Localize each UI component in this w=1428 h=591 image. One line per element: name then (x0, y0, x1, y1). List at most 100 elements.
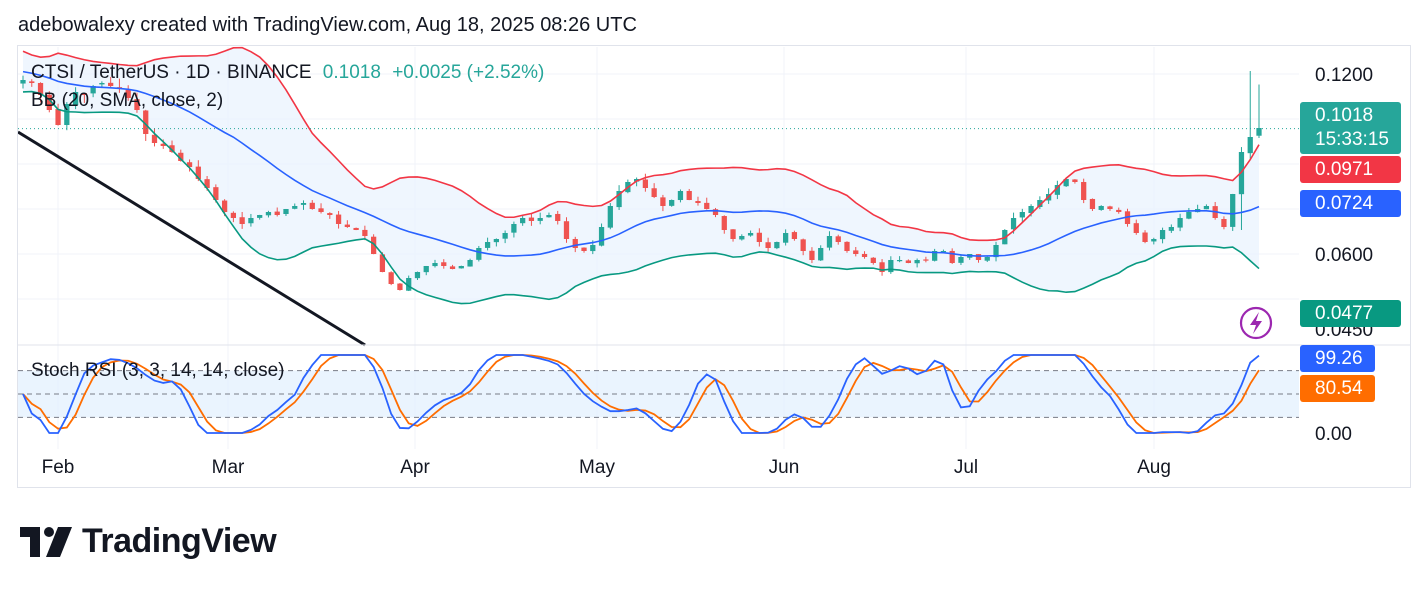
candle-body (686, 190, 692, 200)
candle-body (511, 224, 517, 233)
candle-body (20, 80, 26, 84)
candle-body (160, 143, 166, 146)
candle-body (774, 242, 780, 249)
candle-body (283, 209, 289, 215)
candle-body (1203, 206, 1210, 210)
candle-body (371, 236, 377, 254)
candle-body (1054, 185, 1061, 195)
candle-body (730, 229, 736, 239)
candle-body (783, 233, 789, 243)
bb-basis-badge: 0.0724 (1300, 190, 1401, 217)
candle-body (896, 260, 903, 262)
candle-body (677, 191, 684, 201)
candle-body (660, 197, 666, 206)
candle-body (826, 236, 833, 248)
candle-body (441, 262, 447, 266)
candle-body (712, 209, 719, 215)
candle-body (239, 217, 245, 224)
candle-body (344, 224, 350, 227)
lightning-icon (1239, 306, 1273, 340)
candle-body (493, 239, 499, 243)
candle-body (72, 92, 79, 106)
candle-body (414, 272, 421, 279)
chart-frame[interactable]: 0.1200 0.0600 0.0450 0.00 Feb Mar Apr May Jun Jul… (17, 45, 1411, 488)
bb-upper-line (22, 46, 1260, 242)
candle-body (940, 251, 947, 253)
candle-body (458, 266, 464, 269)
candle-body (1168, 227, 1174, 231)
candle-body (274, 211, 280, 215)
candle-body (1256, 128, 1262, 136)
candle-body (572, 238, 578, 248)
candle-body (590, 245, 596, 252)
candle-body (800, 239, 806, 251)
bb-lower-line (22, 90, 1260, 305)
candle-body (143, 110, 149, 134)
stoch-rsi-pane (18, 354, 1299, 434)
bb-upper-badge: 0.0971 (1300, 156, 1401, 183)
candle-body (528, 217, 535, 221)
candle-body (651, 188, 657, 197)
candle-body (151, 134, 158, 143)
tradingview-wordmark: TradingView (82, 522, 277, 560)
candle-body (318, 208, 324, 212)
stoch-k-badge: 99.26 (1300, 345, 1375, 372)
candle-body (221, 200, 228, 212)
candle-body (563, 221, 570, 239)
candle-body (984, 257, 990, 261)
candle-body (958, 257, 964, 263)
candle-body (29, 81, 35, 83)
x-tick-label-apr: Apr (400, 457, 430, 478)
candle-body (423, 266, 429, 273)
bb-lower-badge: 0.0477 (1300, 300, 1401, 327)
y-tick-label-0.0600: 0.0600 (1315, 245, 1373, 266)
candlesticks (20, 71, 1262, 292)
candle-body (747, 233, 754, 236)
candle-body (1037, 200, 1043, 207)
candle-body (353, 227, 359, 230)
candle-body (975, 254, 982, 260)
candle-body (292, 206, 298, 209)
candle-body (520, 218, 526, 224)
candle-body (195, 166, 201, 179)
candle-body (484, 242, 491, 248)
candle-body (1116, 209, 1122, 212)
candle-body (248, 218, 254, 224)
x-tick-label-mar: Mar (212, 457, 245, 478)
candle-body (37, 82, 44, 95)
candle-body (932, 251, 938, 261)
tradingview-logo[interactable]: TradingView (20, 522, 277, 561)
candle-body (905, 260, 911, 263)
candle-body (756, 232, 762, 242)
candle-body (134, 99, 140, 110)
candle-body (432, 263, 438, 267)
candle-body (1089, 198, 1096, 209)
candle-body (379, 254, 386, 272)
bb-basis-line (22, 70, 1260, 257)
bollinger-band-fill (23, 47, 1259, 304)
candle-body (721, 216, 727, 230)
candle-body (309, 202, 315, 209)
stoch-d-badge: 80.54 (1300, 375, 1375, 402)
stoch-legend[interactable]: Stoch RSI (3, 3, 14, 14, close) (31, 360, 285, 381)
y-tick-label-0.1200: 0.1200 (1315, 65, 1373, 86)
candle-body (1063, 179, 1069, 187)
candle-body (502, 233, 508, 239)
candle-body (1107, 206, 1113, 209)
candle-body (607, 206, 613, 228)
candle-body (1133, 223, 1139, 233)
candle-body (1028, 206, 1034, 214)
candle-body (1247, 137, 1253, 154)
symbol-legend: CTSI / TetherUS · 1D · BINANCE 0.1018 +0… (31, 62, 544, 84)
candle-body (844, 241, 850, 251)
bb-legend[interactable]: BB (20, SMA, close, 2) (31, 90, 224, 111)
x-tick-label-may: May (579, 457, 615, 478)
candle-body (362, 229, 368, 236)
candle-body (1081, 182, 1087, 200)
candle-body (99, 83, 105, 85)
candle-body (1230, 194, 1236, 227)
candle-body (265, 212, 272, 216)
candle-body (169, 145, 175, 152)
